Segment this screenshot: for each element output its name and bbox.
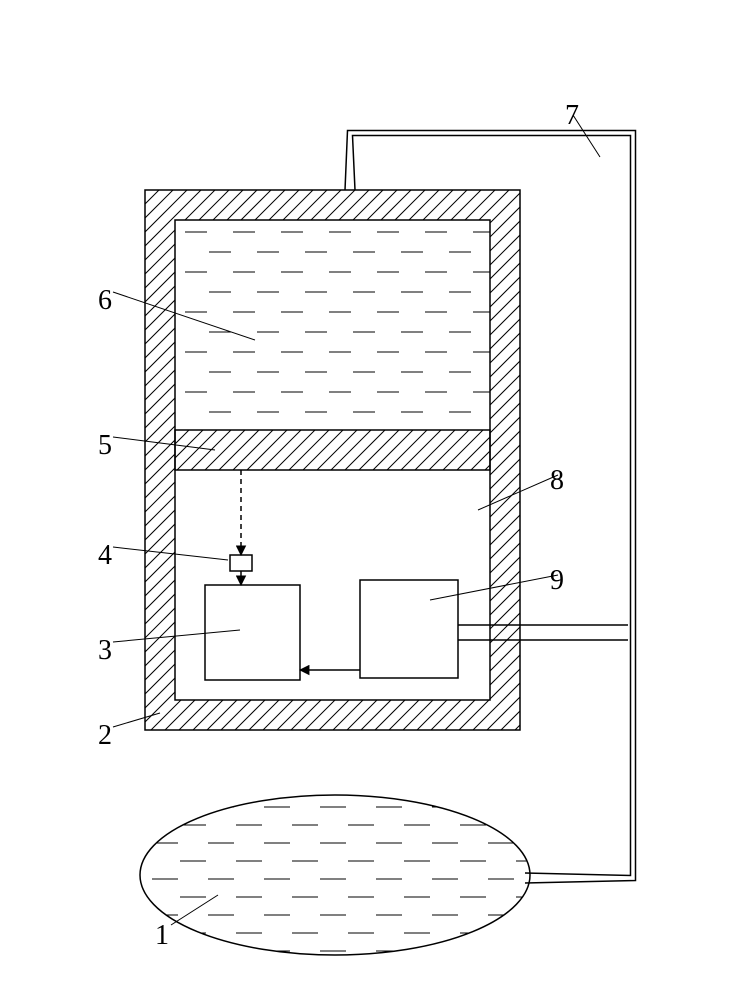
diagram-canvas: 1 2 3 4 5 6 7 8 9	[0, 0, 748, 1000]
label-6: 6	[98, 285, 112, 317]
label-9: 9	[550, 565, 564, 597]
label-8: 8	[550, 465, 564, 497]
label-7: 7	[565, 100, 579, 132]
diagram-svg	[0, 0, 748, 1000]
label-5: 5	[98, 430, 112, 462]
label-3: 3	[98, 635, 112, 667]
label-4: 4	[98, 540, 112, 572]
label-2: 2	[98, 720, 112, 752]
label-1: 1	[155, 920, 169, 952]
